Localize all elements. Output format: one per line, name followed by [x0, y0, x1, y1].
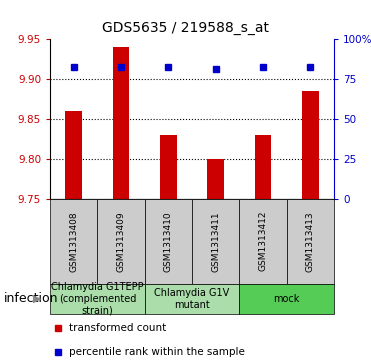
Bar	[65, 111, 82, 199]
Text: infection: infection	[4, 293, 58, 305]
Bar	[287, 199, 334, 284]
Bar	[160, 135, 177, 199]
Bar	[192, 199, 239, 284]
Text: GSM1313408: GSM1313408	[69, 211, 78, 272]
Text: ▶: ▶	[33, 294, 42, 304]
Bar	[207, 159, 224, 199]
Bar	[98, 199, 145, 284]
Text: GSM1313411: GSM1313411	[211, 211, 220, 272]
Text: Chlamydia G1TEPP
(complemented
strain): Chlamydia G1TEPP (complemented strain)	[51, 282, 144, 315]
Bar	[50, 284, 145, 314]
Text: mock: mock	[273, 294, 300, 304]
Text: GSM1313410: GSM1313410	[164, 211, 173, 272]
Bar	[255, 135, 271, 199]
Bar	[145, 199, 192, 284]
Text: Chlamydia G1V
mutant: Chlamydia G1V mutant	[154, 288, 230, 310]
Text: percentile rank within the sample: percentile rank within the sample	[69, 347, 244, 357]
Text: GSM1313409: GSM1313409	[116, 211, 125, 272]
Bar	[50, 199, 98, 284]
Bar	[302, 91, 319, 199]
Bar	[239, 284, 334, 314]
Bar	[239, 199, 287, 284]
Bar	[113, 47, 129, 199]
Bar	[145, 284, 239, 314]
Text: GSM1313412: GSM1313412	[259, 211, 267, 272]
Text: transformed count: transformed count	[69, 323, 166, 333]
Text: GSM1313413: GSM1313413	[306, 211, 315, 272]
Text: GDS5635 / 219588_s_at: GDS5635 / 219588_s_at	[102, 21, 269, 35]
